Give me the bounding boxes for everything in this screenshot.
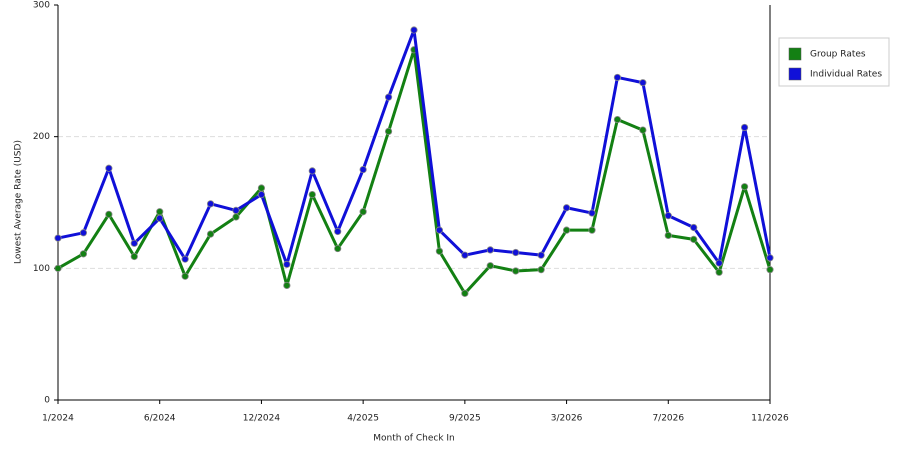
legend-label: Group Rates	[810, 50, 866, 60]
data-point	[588, 209, 596, 217]
data-point	[54, 264, 62, 272]
legend-swatch	[788, 47, 802, 61]
data-point	[359, 165, 367, 174]
data-point	[715, 259, 723, 267]
data-point	[206, 230, 215, 238]
y-tick-label: 300	[33, 1, 50, 11]
data-point	[283, 260, 291, 268]
data-point	[156, 214, 164, 222]
data-point	[232, 206, 240, 214]
legend-swatch	[788, 67, 802, 81]
data-point	[181, 272, 189, 280]
data-point	[257, 191, 266, 199]
data-point	[206, 200, 215, 208]
data-point	[283, 281, 291, 290]
data-point	[308, 191, 316, 199]
y-axis-title: Lowest Average Rate (USD)	[14, 140, 24, 264]
data-point	[384, 93, 393, 101]
data-point	[105, 210, 113, 218]
data-point	[512, 267, 520, 275]
data-point	[664, 231, 672, 240]
data-point	[181, 255, 189, 263]
data-point	[461, 289, 469, 297]
data-point	[562, 204, 571, 212]
x-axis-title: Month of Check In	[373, 434, 455, 444]
data-point	[740, 183, 749, 191]
data-point	[232, 213, 240, 221]
x-tick-label: 7/2026	[652, 414, 684, 424]
data-point	[512, 248, 520, 257]
data-point	[486, 246, 494, 254]
x-tick-label: 6/2024	[144, 414, 176, 424]
data-point	[690, 235, 698, 243]
data-point	[690, 223, 698, 232]
x-tick-label: 3/2026	[551, 414, 583, 424]
data-point	[639, 126, 647, 134]
x-tick-label: 11/2026	[751, 414, 789, 424]
data-point	[613, 73, 622, 82]
data-point	[79, 229, 88, 237]
data-point	[639, 79, 647, 87]
data-point	[740, 123, 749, 132]
data-point	[410, 26, 418, 34]
y-tick-label: 0	[44, 396, 50, 406]
data-point	[588, 226, 596, 234]
data-point	[715, 268, 723, 276]
data-point	[435, 226, 444, 234]
data-point	[308, 167, 316, 175]
data-point	[766, 266, 774, 274]
data-point	[54, 234, 62, 242]
data-point	[435, 247, 444, 255]
data-point	[334, 244, 342, 253]
data-point	[257, 184, 266, 192]
data-point	[130, 252, 138, 261]
data-point	[613, 115, 622, 124]
data-point	[537, 251, 545, 259]
data-point	[359, 208, 367, 216]
data-point	[664, 212, 672, 220]
x-tick-label: 1/2024	[42, 414, 74, 424]
data-point	[461, 251, 469, 259]
x-tick-label: 12/2024	[243, 414, 281, 424]
x-tick-label: 9/2025	[449, 414, 481, 424]
data-point	[766, 254, 774, 262]
x-tick-label: 4/2025	[347, 414, 379, 424]
data-point	[105, 164, 113, 172]
data-point	[334, 227, 342, 236]
data-point	[130, 239, 138, 247]
y-tick-label: 100	[33, 264, 50, 274]
legend-label: Individual Rates	[810, 70, 882, 80]
data-point	[384, 127, 393, 135]
data-point	[156, 208, 164, 216]
y-tick-label: 200	[33, 132, 50, 142]
data-point	[79, 250, 88, 258]
data-point	[537, 266, 545, 274]
data-point	[562, 226, 571, 234]
data-point	[486, 262, 494, 270]
